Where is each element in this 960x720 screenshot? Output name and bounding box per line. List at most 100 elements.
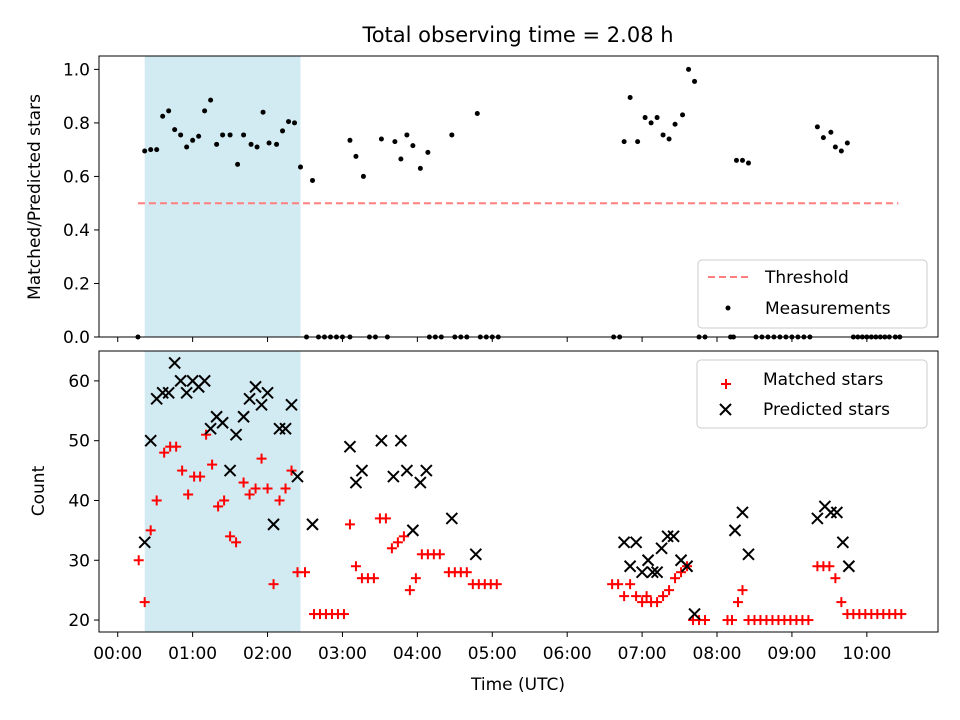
matched-star-point	[262, 483, 273, 494]
matched-star-point	[219, 495, 230, 506]
matched-star-point	[631, 591, 642, 602]
matched-star-point	[338, 609, 349, 620]
matched-star-point	[274, 495, 285, 506]
matched-star-point	[737, 585, 748, 596]
matched-star-point	[641, 591, 652, 602]
predicted-star-point	[174, 374, 187, 388]
predicted-star-point	[688, 607, 701, 621]
y-tick-label: 40	[68, 491, 90, 511]
measurement-point	[254, 144, 260, 150]
predicted-star-point	[306, 518, 319, 531]
matched-star-point	[344, 519, 355, 530]
predicted-star-point	[144, 434, 157, 447]
chart-title: Total observing time = 2.08 h	[361, 23, 673, 47]
predicted-star-point	[267, 518, 280, 531]
measurement-point	[360, 173, 366, 179]
predicted-star-point	[824, 506, 838, 519]
y-tick-label: 1.0	[63, 60, 90, 80]
matched-star-point	[491, 579, 502, 590]
matched-star-point	[732, 597, 743, 608]
matched-star-point	[613, 579, 624, 590]
measurement-point	[202, 108, 208, 114]
y-tick-label: 50	[68, 432, 90, 452]
measurement-point	[814, 124, 820, 130]
measurement-point	[280, 128, 286, 134]
measurement-point	[680, 112, 686, 118]
predicted-star-point	[375, 434, 388, 447]
matched-star-point	[133, 555, 144, 566]
measurement-point	[844, 140, 850, 146]
matched-star-point	[637, 597, 648, 608]
matched-star-point	[225, 531, 236, 542]
predicted-star-point	[387, 470, 400, 483]
predicted-star-point	[650, 566, 664, 579]
bottom-legend-box	[696, 359, 928, 429]
top-axes-frame	[98, 55, 939, 338]
x-tick-label: 03:00	[318, 644, 367, 664]
predicted-star-point	[355, 464, 369, 477]
predicted-star-point	[830, 506, 844, 519]
y-tick-label: 30	[68, 551, 90, 571]
y-tick-label: 60	[68, 372, 90, 392]
measurement-point	[172, 127, 178, 133]
x-tick-label: 00:00	[93, 644, 142, 664]
matched-star-point	[700, 615, 711, 626]
top-legend-box	[697, 259, 928, 329]
matched-star-point	[207, 459, 218, 470]
matched-star-point	[434, 549, 445, 560]
measurement-point	[184, 144, 190, 150]
measurement-point	[627, 94, 633, 100]
measurement-point	[642, 115, 648, 121]
x-tick-label: 06:00	[543, 644, 592, 664]
y-tick-label: 20	[68, 611, 90, 631]
predicted-star-point	[168, 356, 181, 370]
measurement-point	[410, 143, 416, 149]
measurement-point	[404, 132, 410, 138]
predicted-star-point	[279, 422, 292, 435]
matched-star-point	[619, 591, 630, 602]
predicted-star-point	[641, 554, 655, 567]
measurement-point	[214, 141, 220, 147]
measurement-point	[635, 139, 641, 145]
measurement-point	[828, 129, 834, 135]
matched-star-point	[201, 429, 212, 440]
matched-star-point	[177, 465, 188, 476]
predicted-star-point	[223, 464, 237, 477]
x-axis-label: Time (UTC)	[470, 675, 565, 695]
matched-star-point	[726, 615, 737, 626]
predicted-star-point	[623, 560, 637, 573]
measurement-point	[292, 120, 298, 126]
measurement-point	[745, 160, 751, 166]
matched-star-point	[139, 597, 150, 608]
matched-star-point	[824, 561, 835, 572]
matched-star-point	[386, 543, 397, 554]
measurement-point	[666, 136, 672, 142]
matched-star-point	[410, 573, 421, 584]
predicted-star-point	[617, 536, 631, 549]
observing-span-0	[144, 56, 301, 337]
measurement-point	[286, 119, 292, 125]
predicted-star-point	[394, 434, 408, 447]
predicted-star-point	[343, 440, 357, 453]
predicted-star-point	[646, 566, 659, 579]
predicted-star-point	[420, 464, 433, 477]
predicted-star-point	[249, 380, 262, 394]
predicted-star-point	[229, 428, 243, 441]
legend-measurement-label: Measurements	[765, 299, 891, 319]
legend-threshold-label: Threshold	[764, 268, 849, 288]
matched-star-point	[171, 441, 182, 452]
predicted-star-point	[138, 536, 151, 549]
predicted-star-point	[842, 560, 856, 573]
measurement-point	[378, 136, 384, 142]
matched-star-point	[151, 495, 162, 506]
measurement-point	[274, 141, 280, 147]
y-tick-label: 0.2	[63, 274, 90, 294]
predicted-star-point	[291, 470, 304, 483]
measurement-point	[208, 97, 214, 103]
measurement-point	[248, 141, 254, 147]
measurement-point	[298, 164, 304, 170]
top-y-axis-label: Matched/Predicted stars	[25, 94, 45, 300]
predicted-star-point	[261, 386, 274, 400]
matched-star-point	[268, 579, 279, 590]
matched-star-point	[280, 483, 291, 494]
